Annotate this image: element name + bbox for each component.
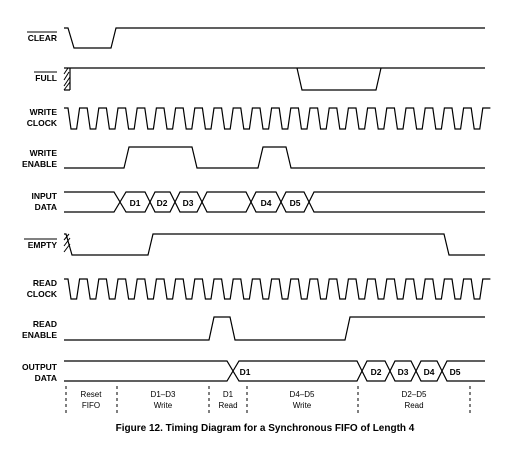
phase-reset-1: Reset bbox=[81, 390, 103, 399]
phase-reset-2: FIFO bbox=[82, 401, 100, 410]
figure-caption: Figure 12. Timing Diagram for a Synchron… bbox=[116, 423, 415, 434]
write-clock-label-2: CLOCK bbox=[27, 118, 58, 128]
phase-read1-1: D1 bbox=[223, 390, 234, 399]
output-data-label-1: OUTPUT bbox=[22, 362, 58, 372]
input-word-d5: D5 bbox=[290, 198, 301, 208]
write-enable-waveform bbox=[64, 146, 485, 169]
input-data-label-2: DATA bbox=[35, 202, 57, 212]
phase-write1-2: Write bbox=[154, 401, 173, 410]
clear-waveform bbox=[64, 27, 485, 49]
write-enable-label-1: WRITE bbox=[30, 148, 58, 158]
read-clock-label-1: READ bbox=[33, 278, 57, 288]
input-word-d2: D2 bbox=[157, 198, 168, 208]
output-word-d5: D5 bbox=[450, 367, 461, 377]
output-data-bus: D1 D2 D3 D4 D5 bbox=[64, 360, 485, 382]
write-enable-label-2: ENABLE bbox=[22, 159, 57, 169]
read-enable-label-2: ENABLE bbox=[22, 330, 57, 340]
write-clock-label-1: WRITE bbox=[30, 107, 58, 117]
empty-label: EMPTY bbox=[28, 240, 58, 250]
phase-write1-1: D1–D3 bbox=[151, 390, 176, 399]
output-word-d1: D1 bbox=[240, 367, 251, 377]
input-word-d4: D4 bbox=[261, 198, 272, 208]
full-label: FULL bbox=[35, 73, 57, 83]
full-waveform bbox=[64, 67, 485, 91]
read-clock-label-2: CLOCK bbox=[27, 289, 58, 299]
output-word-d4: D4 bbox=[424, 367, 435, 377]
read-clock-waveform bbox=[64, 278, 491, 300]
phase-read2-2: Read bbox=[404, 401, 423, 410]
output-word-d3: D3 bbox=[398, 367, 409, 377]
phase-write2-1: D4–D5 bbox=[290, 390, 315, 399]
full-unknown-hatch bbox=[63, 67, 71, 91]
phase-write2-2: Write bbox=[293, 401, 312, 410]
phase-read2-1: D2–D5 bbox=[402, 390, 427, 399]
read-enable-waveform bbox=[64, 316, 485, 341]
input-word-d1: D1 bbox=[130, 198, 141, 208]
input-data-bus: D1 D2 D3 D4 D5 bbox=[64, 191, 485, 213]
write-clock-waveform bbox=[64, 107, 491, 130]
signal-labels: CLEAR FULL WRITE CLOCK WRITE ENABLE INPU… bbox=[22, 31, 58, 383]
empty-waveform bbox=[64, 233, 485, 256]
output-data-label-2: DATA bbox=[35, 373, 57, 383]
input-data-label-1: INPUT bbox=[32, 191, 58, 201]
read-enable-label-1: READ bbox=[33, 319, 57, 329]
phase-read1-2: Read bbox=[218, 401, 237, 410]
phase-dividers bbox=[65, 386, 471, 413]
input-word-d3: D3 bbox=[183, 198, 194, 208]
phase-labels: Reset FIFO D1–D3 Write D1 Read D4–D5 Wri… bbox=[81, 390, 427, 410]
clear-label: CLEAR bbox=[28, 33, 57, 43]
output-word-d2: D2 bbox=[371, 367, 382, 377]
